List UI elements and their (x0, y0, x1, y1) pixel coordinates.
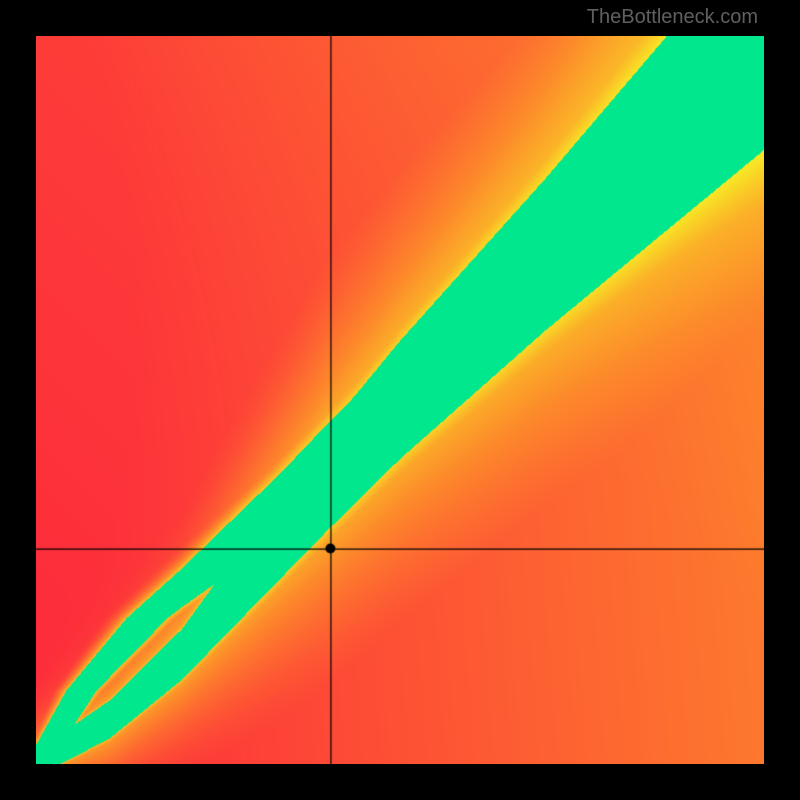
watermark-text: TheBottleneck.com (587, 6, 758, 29)
chart-container: TheBottleneck.com (0, 0, 800, 800)
heatmap-canvas (36, 36, 764, 764)
